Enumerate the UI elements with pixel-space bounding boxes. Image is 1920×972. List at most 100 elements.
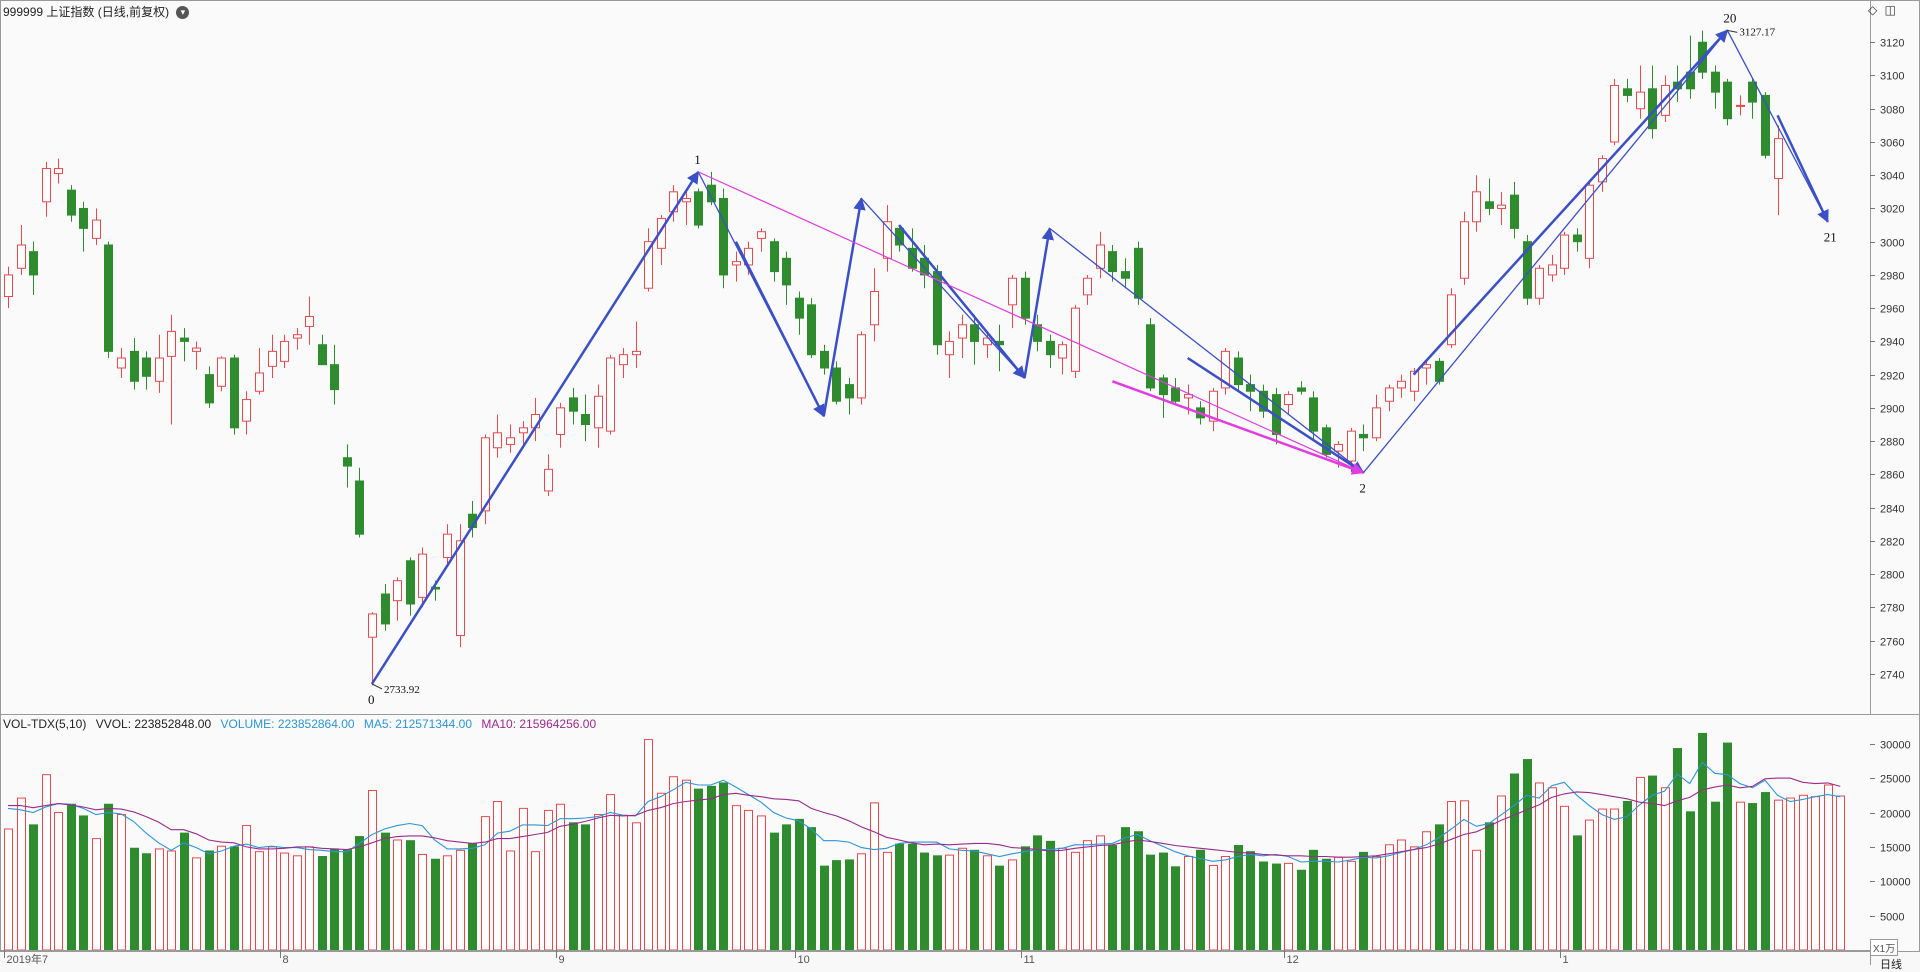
candle-body: [519, 427, 528, 434]
ma5-value: MA5: 212571344.00: [363, 717, 473, 731]
volume-bar: [1585, 819, 1594, 951]
volume-bar: [1648, 775, 1657, 951]
wave-line: [1187, 356, 1365, 474]
candle-body: [180, 337, 189, 342]
date-tick-label: 1: [1563, 954, 1569, 966]
candle-body: [1535, 267, 1544, 299]
wave-label: 21: [1824, 230, 1837, 245]
diamond-icon[interactable]: ◇: [1868, 3, 1878, 17]
candle: [1748, 78, 1757, 119]
candle: [1485, 178, 1494, 216]
candle-body: [1736, 104, 1745, 107]
candle: [1410, 367, 1419, 402]
candle-body: [330, 364, 339, 391]
candle-body: [104, 244, 113, 352]
candle: [770, 238, 779, 282]
candle: [1510, 181, 1519, 239]
candle: [330, 344, 339, 405]
date-axis: 2019年7 8 9 10 11 12 1: [0, 950, 1870, 966]
price-tick-label: 2960: [1880, 304, 1904, 316]
candle-body: [355, 480, 364, 535]
candle-body: [795, 297, 804, 319]
candle-body: [970, 324, 979, 342]
volume-bar: [418, 853, 427, 951]
volume-bar: [1472, 849, 1481, 951]
candle-body: [192, 347, 201, 352]
candle-body: [230, 357, 239, 429]
layout-icon[interactable]: ◫: [1884, 3, 1896, 17]
candle: [1535, 264, 1544, 305]
wave-line: [898, 224, 1026, 379]
wave-line: [370, 170, 700, 685]
chevron-down-icon[interactable]: ▾: [176, 6, 190, 20]
volume-bar: [1033, 835, 1042, 951]
candle-body: [506, 437, 515, 445]
candle-body: [1096, 244, 1105, 269]
candle-body: [569, 397, 578, 412]
date-tick-label: 9: [559, 954, 565, 966]
volume-bar: [945, 854, 954, 951]
candle-body: [1447, 294, 1456, 346]
wave-line: [1023, 227, 1054, 379]
candle: [1460, 211, 1469, 285]
candle-body: [1761, 94, 1770, 156]
volume-bar: [519, 807, 528, 951]
volume-bar: [381, 832, 390, 951]
candle: [142, 351, 151, 390]
candle: [29, 241, 38, 295]
volume-bar: [1071, 851, 1080, 951]
wave-label: 1: [694, 152, 701, 167]
candle-body: [1309, 397, 1318, 432]
candle-body: [1397, 380, 1406, 389]
wave-annotation-layer: [370, 29, 1829, 685]
volume-bar: [707, 785, 716, 951]
candle: [820, 344, 829, 375]
candle-body: [1748, 81, 1757, 103]
volume-bar: [318, 856, 327, 951]
candle: [1083, 274, 1092, 305]
candle-body: [130, 350, 139, 382]
candle: [192, 341, 201, 370]
volume-bar: [1460, 800, 1469, 951]
volume-bar: [870, 802, 879, 951]
candle-body: [1297, 387, 1306, 392]
candle-body: [4, 274, 13, 298]
candle: [1372, 394, 1381, 442]
volume-bar: [1422, 831, 1431, 951]
volume-bar: [1322, 858, 1331, 951]
candle-body: [1485, 201, 1494, 209]
volume-bar: [1372, 856, 1381, 951]
candle: [644, 228, 653, 292]
candle-body: [1008, 277, 1017, 306]
volume-indicator-name[interactable]: VOL-TDX(5,10): [3, 717, 87, 731]
candle-body: [1385, 387, 1394, 402]
volume-bar: [1686, 811, 1695, 951]
annotation-leader: [371, 683, 383, 690]
volume-bar: [1134, 831, 1143, 951]
candle-body: [117, 357, 126, 369]
volume-bar: [1673, 748, 1682, 951]
wave-label: 20: [1723, 10, 1736, 25]
candle-body: [807, 304, 816, 356]
price-tick-label: 3020: [1880, 204, 1904, 216]
candle: [1021, 271, 1030, 325]
candle-body: [1510, 194, 1519, 229]
volume-bar: [732, 805, 741, 951]
wave-label: 3127.17: [1739, 26, 1775, 38]
volume-bar: [1196, 849, 1205, 951]
period-label[interactable]: 日线: [1880, 959, 1902, 971]
price-tick-label: 3100: [1880, 71, 1904, 83]
candle-body: [368, 613, 377, 638]
candle-body: [619, 354, 628, 366]
candle: [958, 314, 967, 359]
candle-body: [694, 191, 703, 226]
volume-bar: [17, 797, 26, 951]
date-tick-label: 2019年7: [7, 952, 49, 966]
volume-bar: [958, 847, 967, 951]
volume-bar: [1548, 787, 1557, 951]
date-tick-label: 10: [798, 954, 810, 966]
volume-bar: [845, 859, 854, 951]
volume-bar: [368, 790, 377, 951]
